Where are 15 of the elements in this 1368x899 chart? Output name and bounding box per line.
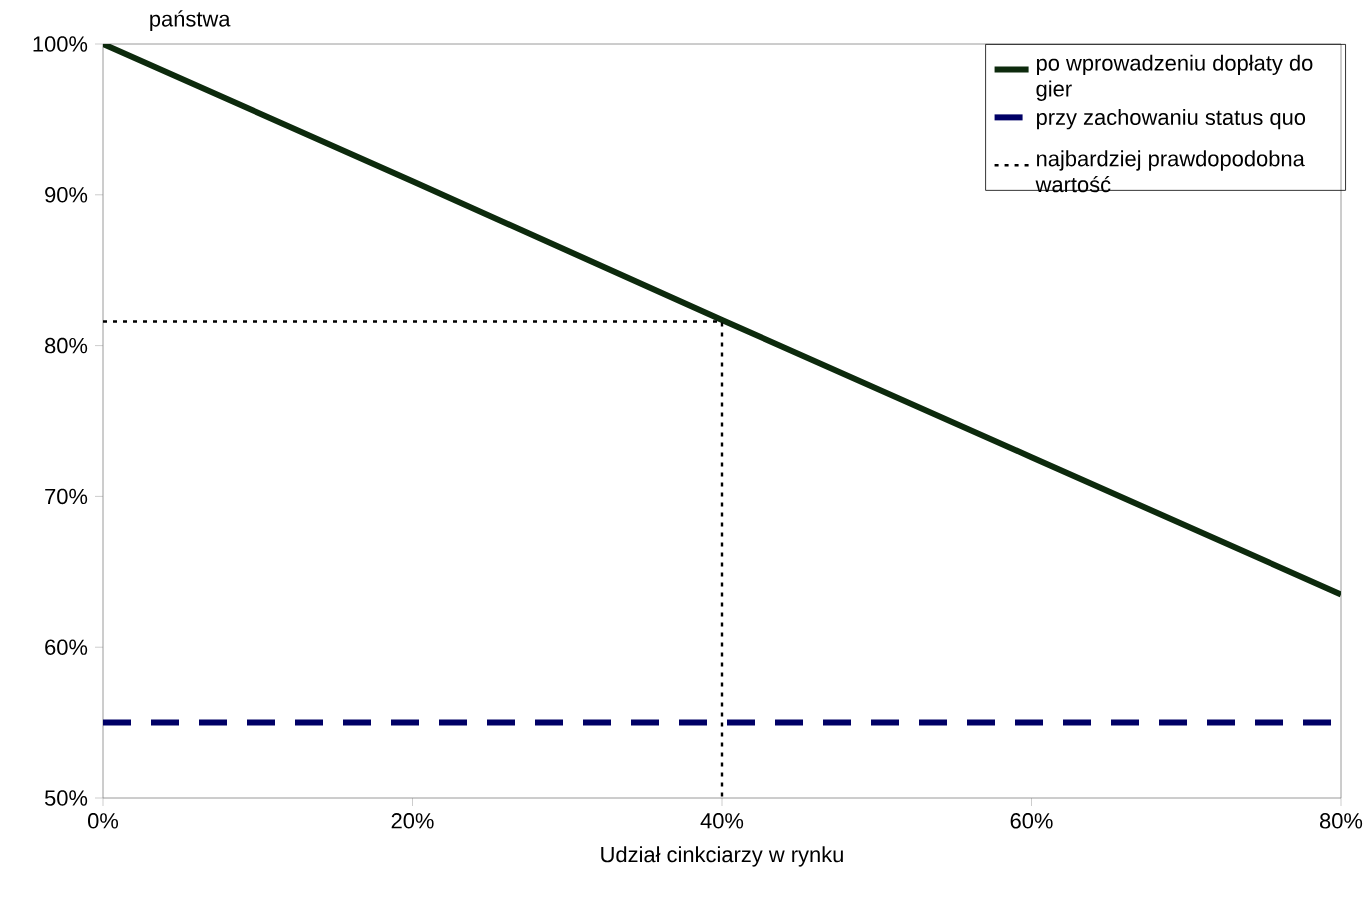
- legend-label: najbardziej prawdopodobna wartość: [1035, 150, 1305, 193]
- legend-label: przy zachowaniu status quo: [1036, 108, 1306, 130]
- x-tick-label: 20%: [391, 813, 434, 829]
- y-tick-label: 60%: [45, 639, 88, 655]
- x-tick-label: 60%: [1010, 813, 1053, 829]
- y-tick-label: 100%: [33, 36, 88, 52]
- y-axis-title: państwa: [150, 10, 231, 31]
- y-tick-label: 50%: [44, 790, 88, 806]
- x-tick-label: 80%: [1320, 813, 1363, 829]
- x-tick-label: 40%: [700, 813, 744, 829]
- x-tick-label: 0%: [88, 813, 119, 829]
- y-tick-label: 90%: [45, 187, 88, 203]
- x-axis-title: Udział cinkciarzy w rynku: [601, 846, 843, 867]
- y-tick-label: 80%: [45, 337, 88, 354]
- y-tick-label: 70%: [45, 488, 88, 505]
